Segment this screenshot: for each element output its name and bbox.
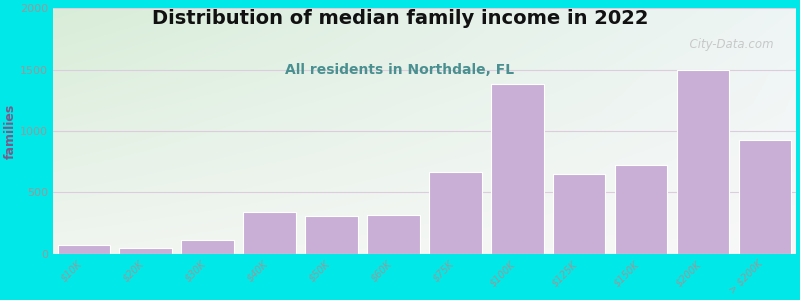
Bar bbox=[429, 172, 482, 254]
Text: Distribution of median family income in 2022: Distribution of median family income in … bbox=[152, 9, 648, 28]
Bar bbox=[677, 70, 730, 254]
Text: City-Data.com: City-Data.com bbox=[682, 38, 774, 51]
Text: All residents in Northdale, FL: All residents in Northdale, FL bbox=[286, 63, 514, 77]
Bar bbox=[243, 212, 296, 254]
Bar bbox=[58, 244, 110, 254]
Bar bbox=[367, 215, 420, 254]
Bar bbox=[182, 240, 234, 254]
Bar bbox=[119, 248, 172, 254]
Bar bbox=[614, 165, 667, 254]
Bar bbox=[306, 216, 358, 254]
Y-axis label: families: families bbox=[4, 103, 17, 159]
Bar bbox=[553, 174, 606, 254]
Bar bbox=[491, 84, 543, 254]
Bar bbox=[738, 140, 791, 254]
